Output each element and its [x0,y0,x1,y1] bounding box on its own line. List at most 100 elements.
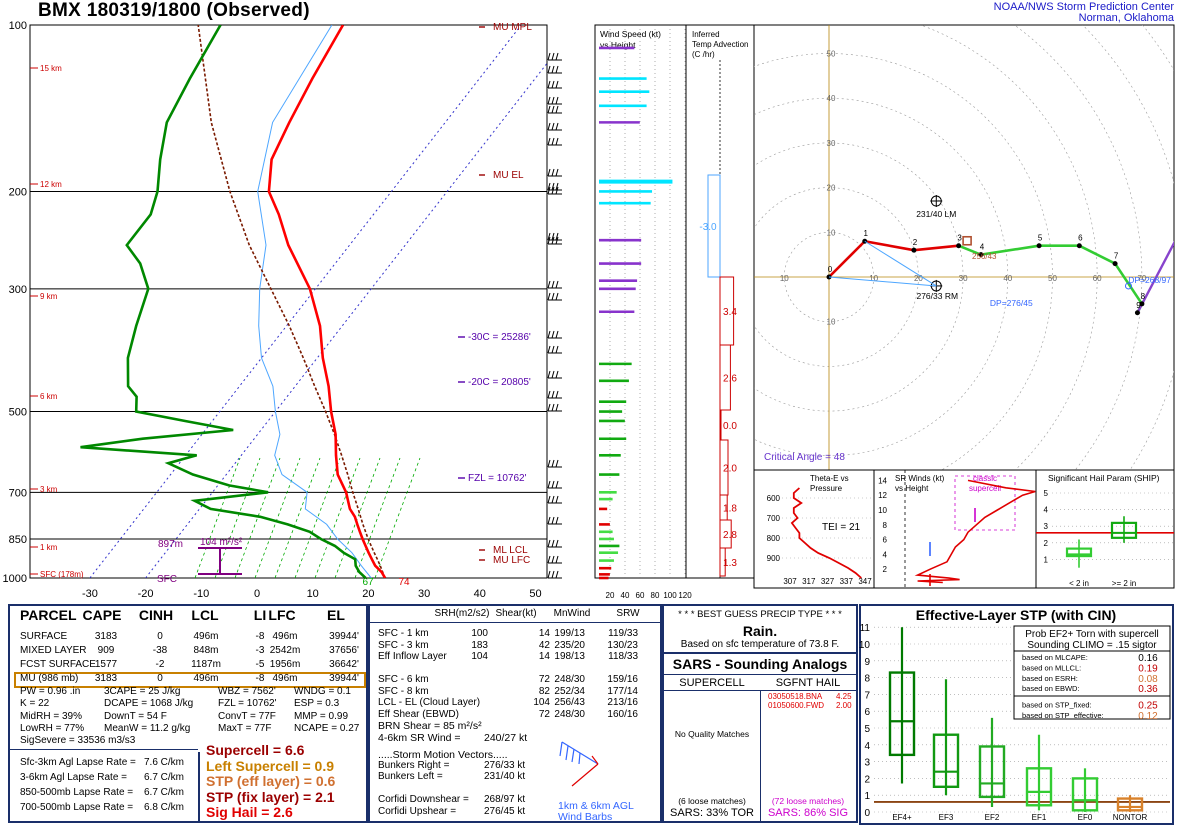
wind-barb [547,292,562,301]
height-label: 6 km [40,392,58,401]
wind-barb-icon [559,741,599,787]
hodo-segment [980,244,1040,256]
temp-tick-label: 0 [254,588,260,600]
skewt-inner [30,25,547,578]
hodo-point-label: 3 [957,234,962,243]
stp-panel: Effective-Layer STP (with CIN) 0 1 2 3 4 5 6 7 8 9… [859,604,1174,825]
kin-row-value: 82 [538,685,550,697]
precip-panel: * * * BEST GUESS PRECIP TYPE * * * Rain.… [662,604,858,654]
ship-panel: Significant Hail Param (SHIP) 1 2 3 4 5 < 2 in… [1035,469,1175,589]
parcel-cell: 496m [272,631,298,642]
parcel-cell: 0 [157,631,163,642]
kin-row-label: LCL - EL (Cloud Layer) [378,697,481,708]
hail-match-size: 4.25 [836,692,852,701]
lapse-label: Sfc-3km Agl Lapse Rate = [20,757,136,768]
hail-match-id: 01050600.FWD [768,701,825,710]
barb-flag [547,480,551,489]
stp-category-label: EF1 [1032,813,1047,822]
left-mover-label: 231/40 LM [916,209,956,219]
hodo-segment [864,239,915,252]
temp-tick-label: 10 [307,588,319,600]
barb-flag [555,292,559,301]
parcel-cell: -8 [255,673,265,684]
lapse-label: 850-500mb Lapse Rate = [20,787,134,798]
barb-flag [555,345,559,354]
parcel-table-rows: SURFACE 3183 0 496m -8 496m 39944' MIXED LAYER 9… [10,626,366,690]
barb-flag [547,236,551,245]
parcel-cell: 3183 [94,673,118,684]
parcel-cell: 1187m [191,659,221,670]
ship-box [1110,521,1138,539]
barb-flag [555,232,559,241]
kin-row-value: 130/23 [607,639,638,651]
barb-flag [551,345,555,354]
hodo-v-tick: 10 [827,318,836,327]
barb-flag [551,330,555,339]
eff-layer-top-label: 897m [158,539,183,550]
temp-adv-bar [719,409,722,441]
temp-adv-value: 0.0 [723,421,737,432]
parcel-panel: PARCEL CAPE CINH LCL LI LFC EL SURFACE 3183 0 496… [8,604,368,823]
sars-col-supercell: SUPERCELL [679,677,745,689]
lapse-label: 3-6km Agl Lapse Rate = [20,772,128,783]
prob-title: Prob EF2+ Torn with supercell [1025,629,1159,640]
barb-flag [547,345,551,354]
hodo-inner: 8070605040302010102010102030405060708090… [754,25,1174,470]
kin-row-value: 14 [538,628,550,639]
stp-ytick: 9 [864,657,870,668]
stp-box [978,745,1006,799]
kin-row-value: 248/30 [554,708,585,720]
right-mover-label: 276/33 RM [916,291,958,301]
barb-flag [555,52,559,61]
kin-row-label: SFC - 6 km [378,674,429,685]
stp-ytick: 7 [864,690,870,701]
parcel-cell: 0 [157,673,163,684]
stp-category-label: NONTOR [1113,813,1148,822]
barb-flag [555,390,559,399]
sars-loose-supercell: (6 loose matches) [678,796,746,806]
barb-flag [547,390,551,399]
height-label: SFC (178m) [40,570,84,579]
level-label: ML LCL [493,545,528,556]
theta-e-title: Pressure [810,484,843,493]
lapse-rates: Sfc-3km Agl Lapse Rate = 7.6 C/km 3-6km Ag… [10,752,200,822]
parcel-cell: -38 [152,645,168,656]
hodo-point [1076,243,1082,249]
critical-angle-label: Critical Angle = 48 [764,452,845,463]
parcel-table-headers: PARCEL CAPE CINH LCL LI LFC EL [10,606,366,624]
hodo-u-tick: 70 [1137,274,1146,283]
hodo-u-tick: 10 [780,274,789,283]
hodo-point-label: 6 [1078,234,1083,243]
stp-ytick: 5 [864,724,870,735]
height-label: 15 km [40,64,62,73]
kin-row-value: 248/30 [554,674,585,685]
barb-flag [551,555,555,564]
temp-adv-title: Inferred [692,30,720,39]
composite-index: Left Supercell = 0.9 [206,757,334,774]
barb-flag [555,65,559,74]
theta-e-xtick: 347 [858,577,872,586]
barb-flag [551,96,555,105]
barb-flag [551,570,555,579]
hodo-u-tick: 60 [1093,274,1102,283]
barb-flag [551,516,555,525]
hodo-v-tick: 20 [827,184,836,193]
ship-ytick: 3 [1044,522,1049,531]
temp-tick-label: 30 [418,588,430,600]
wind-speed-tick: 120 [678,591,692,600]
prob-row-label: based on MLLCL: [1022,663,1081,672]
kin-row-value: 104 [471,651,488,662]
parcel-cell: 39944' [329,631,359,642]
ship-xlabel: >= 2 in [1112,579,1136,588]
org-credit: NOAA/NWS Storm Prediction Center Norman,… [994,2,1174,24]
barb-flag [547,516,551,525]
hodo-point-label: 4 [980,243,985,252]
parcel-cell: -5 [255,659,265,670]
hodo-point [978,252,984,258]
wind-speed-tick: 60 [636,591,645,600]
kin-row-value: 72 [538,708,550,720]
kin-row-value: 104 [533,697,550,708]
sr-winds-ytick: 14 [878,476,887,485]
parcel-cell: 496m [272,673,298,684]
hodo-point-label: 1 [864,229,869,238]
